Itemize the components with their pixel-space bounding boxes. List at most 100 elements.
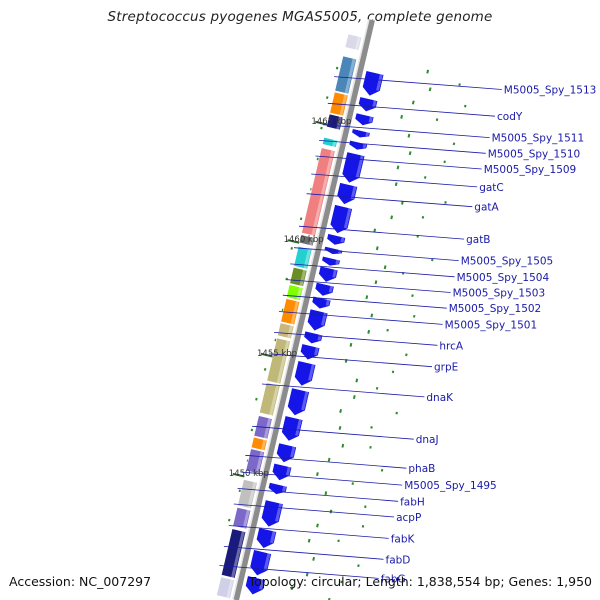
inner-cds-track [245,70,385,596]
gc-skew-dash [367,329,371,334]
cds-shine [263,552,271,571]
leader-line [334,76,502,90]
feature-shine [276,340,290,384]
leader-line [241,471,403,486]
gc-skew-dash [352,395,356,400]
leader-line [237,488,399,502]
gc-skew-dash [375,246,379,251]
gc-skew-dash [349,342,353,347]
gc-skew-dash [290,246,293,250]
gc-skew-dash [238,489,242,493]
gc-skew-dash [340,580,343,584]
cds-arrow [300,343,321,361]
gene-label: dnaK [426,392,454,404]
leader-line [306,193,473,208]
scale-tick [232,472,245,478]
gc-skew-dash [373,228,377,233]
leader-line [223,546,384,560]
gc-skew-dash [400,114,404,119]
gc-skew-dash [228,518,231,522]
feature-shine [263,417,272,439]
leader-line [282,294,447,309]
feature-block [259,382,281,417]
gc-skew-dash [328,597,331,600]
gc-skew-dash [443,160,446,164]
leader-line [315,155,482,170]
gc-skew-dash [299,217,303,221]
gc-skew-dash [386,328,389,332]
gc-skew-dash [428,87,432,92]
gene-label: fabD [386,554,411,566]
feature-shine [309,237,314,246]
scale-tick [315,120,328,126]
cds-shine [365,131,370,137]
gc-skew-dash [458,83,461,86]
gc-skew-dash [316,472,319,477]
gc-skew-dash [263,368,267,371]
gene-label: acpP [396,512,421,524]
gc-skew-dash [320,126,323,130]
cds-arrow [329,204,353,234]
tick-label: 1455 kbp [257,349,297,359]
gc-skew-dash [307,538,311,543]
gc-skew-dash [312,556,316,561]
leader-line [322,124,490,138]
gene-label: grpE [434,362,458,374]
gc-skew-dash [405,353,408,357]
cds-shine [321,312,327,326]
cds-arrow [311,296,332,310]
gene-label: gatB [466,234,490,246]
cds-arrow [351,128,371,138]
feature-block [334,55,357,95]
cds-arrow [318,265,339,283]
gc-skew-dash [370,313,374,318]
feature-shine [311,150,335,236]
feature-block [245,448,265,475]
gc-skew-dash [435,118,439,122]
gene-label: fabG [381,573,406,585]
gc-skew-dash [411,294,414,298]
gc-skew-dash [421,215,425,219]
gc-skew-dash [250,428,254,432]
gene-label: M5005_Spy_1510 [488,148,581,160]
gc-skew-dash [370,426,373,429]
feature-block [344,33,363,51]
leader-line [233,503,395,518]
gc-skew-dash [380,468,384,472]
scale-ticks: 1465 kbp 1460 kbp 1455 kbp 1450 kbp [229,117,352,479]
cds-shine [372,100,377,108]
gene-label: M5005_Spy_1502 [449,303,542,315]
gc-skew-dash [351,482,354,485]
gc-skew-dash [369,445,372,449]
cds-arrow [245,575,266,596]
cds-arrow [276,442,297,463]
leader-line [319,140,486,154]
backbone [232,19,375,600]
leader-line [252,425,414,440]
gc-skew-dash [383,265,387,270]
gc-skew-dash [365,295,369,300]
feature-shine [299,269,307,287]
gene-label: M5005_Spy_1509 [484,164,577,176]
gc-skew-dash [391,370,395,374]
cds-arrow [362,70,385,97]
leader-line [311,173,478,188]
cds-shine [362,143,367,149]
leader-line [278,311,443,325]
gc-skew-dash [337,539,340,543]
leader-line [286,279,451,293]
cds-shine [328,285,334,293]
gc-skew-dash [444,201,447,204]
cds-shine [376,73,383,91]
cds-shine [350,185,357,200]
feature-shine [296,286,303,301]
cds-shine [335,259,340,265]
gc-skew-dash [463,104,467,108]
cds-shine [282,485,287,492]
cds-arrow [272,462,292,481]
cds-shine [343,207,352,229]
feature-block [293,245,313,270]
gc-skew-dash [338,425,342,430]
feature-block [250,436,268,452]
